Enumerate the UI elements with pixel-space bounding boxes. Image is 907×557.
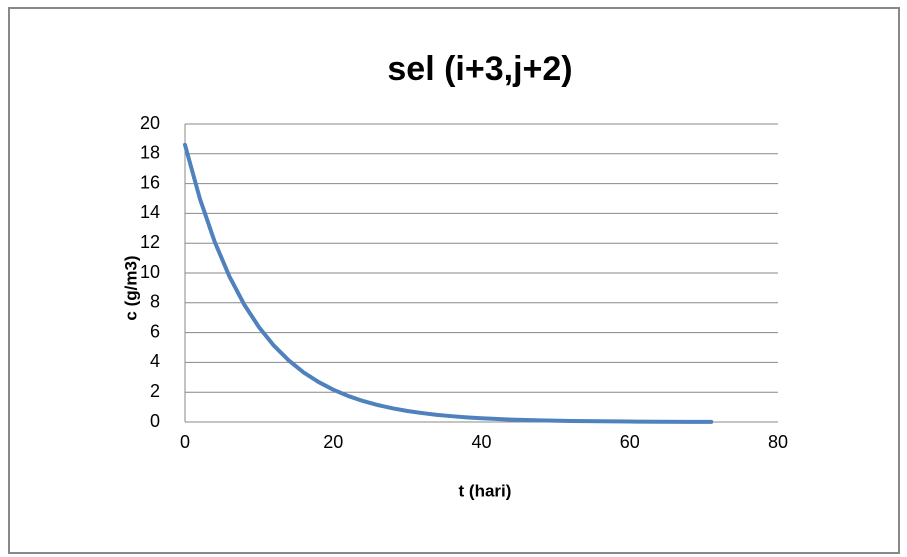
- chart-title: sel (i+3,j+2): [387, 50, 572, 88]
- y-tick-label: 0: [150, 411, 160, 431]
- y-tick-label: 20: [140, 113, 160, 133]
- x-axis-label: t (hari): [459, 481, 512, 500]
- x-tick-label: 60: [620, 432, 640, 452]
- y-tick-label: 10: [140, 262, 160, 282]
- chart-frame: [8, 7, 900, 554]
- y-tick-label: 4: [150, 351, 160, 371]
- y-tick-label: 2: [150, 381, 160, 401]
- x-tick-label: 0: [180, 432, 190, 452]
- y-tick-label: 6: [150, 321, 160, 341]
- x-tick-label: 20: [323, 432, 343, 452]
- y-tick-label: 18: [140, 143, 160, 163]
- x-tick-label: 40: [471, 432, 491, 452]
- y-tick-label: 12: [140, 232, 160, 252]
- x-tick-label: 80: [768, 432, 788, 452]
- y-axis-label: c (g/m3): [121, 255, 140, 320]
- y-tick-label: 8: [150, 292, 160, 312]
- y-tick-label: 16: [140, 172, 160, 192]
- y-tick-label: 14: [140, 202, 160, 222]
- data-line: [183, 142, 714, 424]
